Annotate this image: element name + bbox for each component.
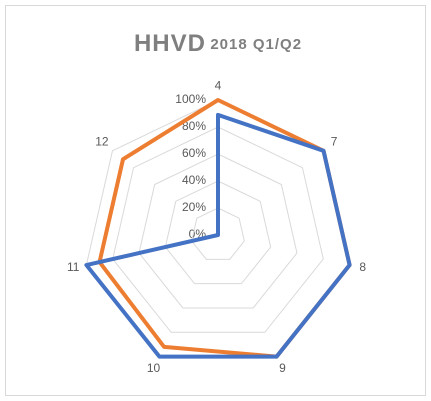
category-label: 8 bbox=[359, 260, 366, 274]
y-tick-label: 100% bbox=[175, 92, 206, 106]
category-label: 7 bbox=[331, 135, 338, 149]
category-label: 11 bbox=[67, 260, 80, 274]
y-tick-label: 80% bbox=[182, 119, 206, 133]
category-label: 4 bbox=[215, 79, 222, 93]
y-tick-label: 60% bbox=[182, 146, 206, 160]
chart-frame bbox=[5, 5, 426, 396]
grid-ring bbox=[164, 180, 272, 285]
category-label: 10 bbox=[147, 361, 161, 375]
grid-ring bbox=[191, 207, 245, 260]
y-tick-label: 40% bbox=[182, 173, 206, 187]
y-tick-label: 20% bbox=[182, 200, 206, 214]
category-label: 12 bbox=[95, 135, 109, 149]
chart-title: HHVD bbox=[134, 30, 206, 57]
chart-title-group: HHVD 2018 Q1/Q2 bbox=[134, 30, 302, 57]
grid-ring bbox=[112, 126, 324, 333]
chart-subtitle: 2018 Q1/Q2 bbox=[210, 36, 302, 53]
series-line bbox=[84, 112, 352, 359]
grid-ring bbox=[138, 153, 298, 309]
category-label: 9 bbox=[279, 361, 286, 375]
